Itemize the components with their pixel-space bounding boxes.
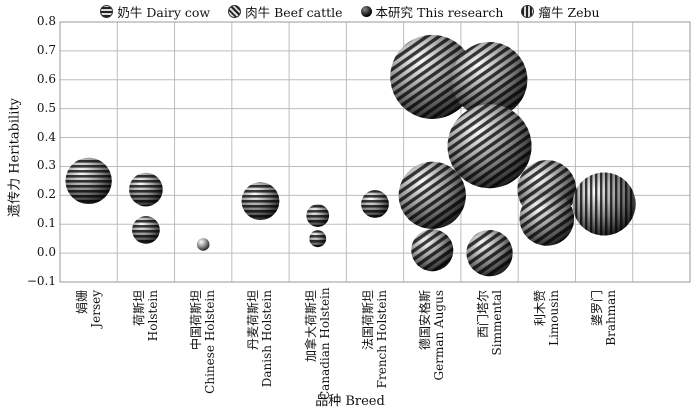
y-tick-label: 0.8: [36, 14, 56, 28]
x-axis-label: 品种 Breed: [315, 394, 385, 409]
plot-grid: [59, 21, 691, 283]
x-tick-label-en: Chinese Holstein: [203, 290, 218, 394]
y-axis-label: 遗传力 Heritability: [7, 98, 23, 217]
x-tick-label-en: Brahman: [604, 290, 619, 346]
y-tick-label: 0.7: [36, 42, 56, 57]
x-tick-label: 西门塔尔 Simmental: [476, 290, 504, 400]
bubble: [398, 161, 466, 229]
legend-label-zebu: 瘤牛 Zebu: [538, 5, 600, 20]
x-tick-label-cn: 西门塔尔: [475, 290, 490, 339]
x-tick-label-cn: 法国荷斯坦: [361, 290, 375, 351]
legend-beef-icon: [228, 5, 242, 18]
x-tick-label-en: German Augus: [432, 290, 447, 381]
legend-label-beef: 肉牛 Beef cattle: [245, 5, 343, 20]
x-tick-label: 丹麦荷斯坦 Danish Holstein: [246, 290, 274, 400]
y-tick-label: 0.5: [36, 100, 56, 115]
legend-item-zebu: 瘤牛 Zebu: [521, 2, 600, 21]
bubble: [241, 182, 280, 221]
bubble: [451, 41, 528, 118]
bubble-this-research: [196, 238, 210, 251]
x-tick-label-en: Limousin: [546, 290, 561, 346]
y-tick-label: 0.3: [36, 158, 56, 173]
x-tick-label-en: Jersey: [88, 290, 103, 328]
y-tick-label: 0.6: [36, 71, 56, 86]
x-tick-label-cn: 中国荷斯坦: [189, 290, 204, 351]
x-tick-label-cn: 荷斯坦: [131, 290, 146, 327]
bubble: [466, 230, 513, 277]
legend-item-research: 本研究 This research: [360, 2, 504, 21]
y-tick-label: 0.0: [36, 245, 56, 260]
x-tick-label-cn: 婆罗门: [590, 290, 605, 327]
x-tick-label-en: Danish Holstein: [260, 290, 275, 388]
x-tick-label: 荷斯坦 Holstein: [132, 290, 160, 400]
legend: 奶牛 Dairy cow 肉牛 Beef cattle 本研究 This res…: [0, 2, 700, 21]
bubble: [447, 104, 532, 189]
bubble: [519, 191, 575, 246]
plot-frame: [59, 21, 691, 283]
x-tick-label-en: Holstein: [145, 290, 160, 342]
legend-item-dairy: 奶牛 Dairy cow: [100, 2, 210, 21]
x-tick-label: 法国荷斯坦 French Holstein: [361, 290, 389, 400]
bubble: [361, 190, 389, 218]
bubble: [390, 34, 475, 119]
x-tick-label-cn: 丹麦荷斯坦: [246, 290, 261, 351]
x-tick-label: 婆罗门 Brahman: [590, 290, 618, 400]
bubble: [129, 172, 163, 207]
legend-item-beef: 肉牛 Beef cattle: [228, 2, 343, 21]
x-tick-label: 德国安格斯 German Augus: [418, 290, 446, 400]
x-tick-label-en: Canadian Holstein: [317, 287, 332, 400]
x-tick-label: 中国荷斯坦 Chinese Holstein: [189, 290, 217, 400]
bubbles-layer: [65, 34, 636, 277]
x-tick-label: 加拿大荷斯坦 Canadian Holstein: [303, 287, 332, 400]
bubble: [411, 229, 454, 272]
y-tick-label: 0.1: [36, 216, 56, 231]
legend-label-research: 本研究 This research: [375, 5, 504, 20]
y-tick-label: 0.2: [36, 187, 56, 202]
legend-zebu-icon: [521, 5, 535, 18]
legend-dairy-icon: [100, 5, 114, 18]
bubble: [309, 230, 327, 248]
legend-research-icon: [360, 6, 372, 17]
bubble: [132, 216, 160, 244]
x-tick-label-en: French Holstein: [375, 290, 389, 389]
bubble: [65, 157, 112, 204]
x-tick-label: 利木赞 Limousin: [533, 290, 561, 400]
x-tick-label: 娟姗 Jersey: [75, 290, 103, 400]
x-tick-label-en: Simmental: [489, 290, 504, 356]
x-tick-label-cn: 德国安格斯: [418, 290, 433, 351]
bubble: [572, 172, 636, 236]
y-tick-label: 0.4: [36, 129, 56, 144]
x-tick-label-cn: 娟姗: [74, 290, 89, 315]
y-tick-label: −0.1: [26, 274, 56, 288]
bubble: [306, 204, 330, 227]
legend-label-dairy: 奶牛 Dairy cow: [117, 5, 211, 20]
x-tick-label-cn: 加拿大荷斯坦: [303, 290, 318, 363]
x-tick-label-cn: 利木赞: [532, 290, 547, 327]
